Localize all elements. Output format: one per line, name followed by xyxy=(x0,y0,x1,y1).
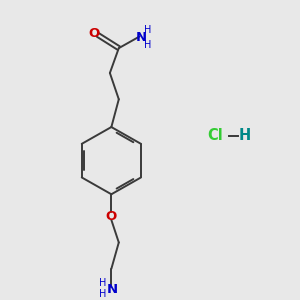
Text: N: N xyxy=(107,283,118,296)
Text: O: O xyxy=(88,27,99,40)
Text: H: H xyxy=(99,289,107,298)
Text: Cl: Cl xyxy=(208,128,223,143)
Text: H: H xyxy=(144,25,152,35)
Text: H: H xyxy=(239,128,251,143)
Text: H: H xyxy=(99,278,107,288)
Text: N: N xyxy=(136,31,147,44)
Text: H: H xyxy=(144,40,152,50)
Text: O: O xyxy=(106,210,117,223)
